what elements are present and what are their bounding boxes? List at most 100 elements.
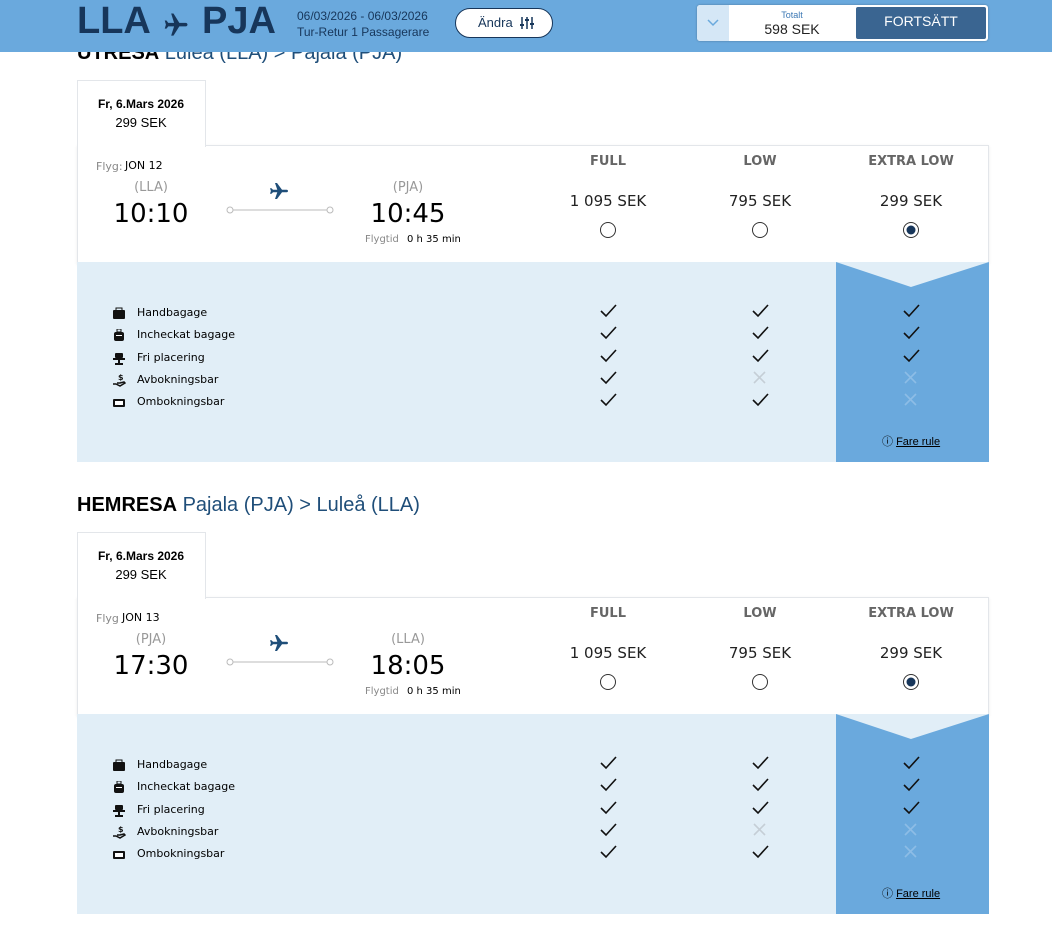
check-icon [751,799,769,821]
fare-radio-svg [600,222,616,238]
fare-radio[interactable] [902,221,920,243]
feature-icon [112,395,126,414]
dates: 06/03/2026 - 06/03/2026 [297,9,428,23]
check-icon [751,302,769,324]
check-icon [902,302,920,324]
check-icon [599,302,617,324]
check-icon-svg [600,371,617,385]
check-icon-svg [752,778,769,792]
svg-text:$: $ [118,374,124,382]
feature-name: Fri placering [137,350,205,364]
fare-radio[interactable] [599,221,617,243]
trip-info: Tur-Retur 1 Passagerare [297,25,430,39]
dep-code: (PJA) [135,632,167,647]
feature-name: Ombokningsbar [137,847,225,861]
cross-icon [902,843,920,865]
check-icon-svg [903,349,920,362]
fare-name: FULL [589,154,627,169]
feature-icon-svg [113,804,125,817]
cross-icon [902,821,920,843]
arr-time: 10:45 [370,199,446,229]
feature-icon: $ [112,825,127,844]
total-box: Totalt 598 SEK FORTSÄTT [697,5,988,41]
feature-icon-svg [113,352,125,365]
route-line-svg [226,183,334,214]
date-tab[interactable]: Fr, 6.Mars 2026 299 SEK [77,80,206,147]
check-icon [751,843,769,865]
check-icon [751,324,769,346]
fare-price: 1 095 SEK [569,192,647,210]
dep-time: 10:10 [113,199,189,229]
check-icon-svg [903,756,920,770]
fare-radio[interactable] [902,673,920,695]
fare-rule-text[interactable]: Fare rule [896,436,941,448]
check-icon-svg [752,326,769,340]
cross-icon-svg [904,393,917,406]
check-icon [599,776,617,798]
fare-name: LOW [743,154,777,169]
feature-name: Handbagage [137,758,208,771]
route-line [226,632,334,672]
flight-card [77,145,989,264]
check-icon-svg [600,349,617,362]
check-icon-svg [752,304,769,318]
total-dropdown[interactable] [697,5,729,41]
feature-icon-svg [114,780,124,794]
check-icon-svg [600,801,617,814]
cross-icon-svg [904,823,917,836]
feature-icon-svg [113,759,125,771]
dep-code: (LLA) [134,180,168,195]
fare-radio-svg [600,674,616,690]
tab-price: 299 SEK [115,567,167,582]
feature-icon: $ [112,373,127,392]
fare-radio[interactable] [751,673,769,695]
check-icon-svg [600,756,617,770]
arr-code: (LLA) [391,632,425,647]
cross-icon-svg [904,371,917,384]
fare-radio[interactable] [751,221,769,243]
check-icon [599,347,617,369]
fare-rule-link[interactable]: ⓘ Fare rule [882,433,940,449]
cross-icon-svg [904,845,917,858]
fare-radio[interactable] [599,673,617,695]
selected-column [836,714,989,914]
fare-name: EXTRA LOW [868,154,954,169]
fare-rule-text[interactable]: Fare rule [896,888,941,900]
feature-name: Incheckat bagage [137,328,235,342]
feature-name: Handbagage [137,306,208,319]
feature-icon [112,758,126,777]
cross-icon-svg [753,371,766,384]
check-icon [599,391,617,413]
fare-radio-svg [903,674,919,690]
change-button[interactable]: Ändra [455,8,553,38]
duration: 0 h 35 min [407,234,461,245]
svg-text:$: $ [118,826,124,834]
check-icon-svg [903,801,920,814]
feature-icon [112,780,126,799]
info-icon: ⓘ [882,436,897,448]
check-icon [902,754,920,776]
cross-icon [902,391,920,413]
arr-time: 18:05 [370,651,446,681]
check-icon [599,821,617,843]
check-icon [751,776,769,798]
check-icon [599,754,617,776]
route-line-svg [226,635,334,666]
feature-name: Incheckat bagage [137,780,235,794]
chevron-icon [707,19,719,27]
flight-number: JON 13 [122,611,160,624]
cross-icon [902,369,920,391]
check-icon [599,369,617,391]
filter-icon [520,17,534,29]
check-icon-svg [903,304,920,318]
flight-number: JON 12 [125,159,163,172]
date-tab[interactable]: Fr, 6.Mars 2026 299 SEK [77,532,206,599]
check-icon [902,324,920,346]
total-value: 598 SEK [764,21,820,37]
section-title: HEMRESA Pajala (PJA) > Luleå (LLA) [77,494,420,517]
header-bar: LLA PJA 06/03/2026 - 06/03/2026 Tur-Retu… [0,0,1052,52]
continue-button[interactable]: FORTSÄTT [856,7,986,39]
check-icon-svg [752,756,769,770]
fare-rule-link[interactable]: ⓘ Fare rule [882,885,940,901]
check-icon-svg [600,326,617,340]
